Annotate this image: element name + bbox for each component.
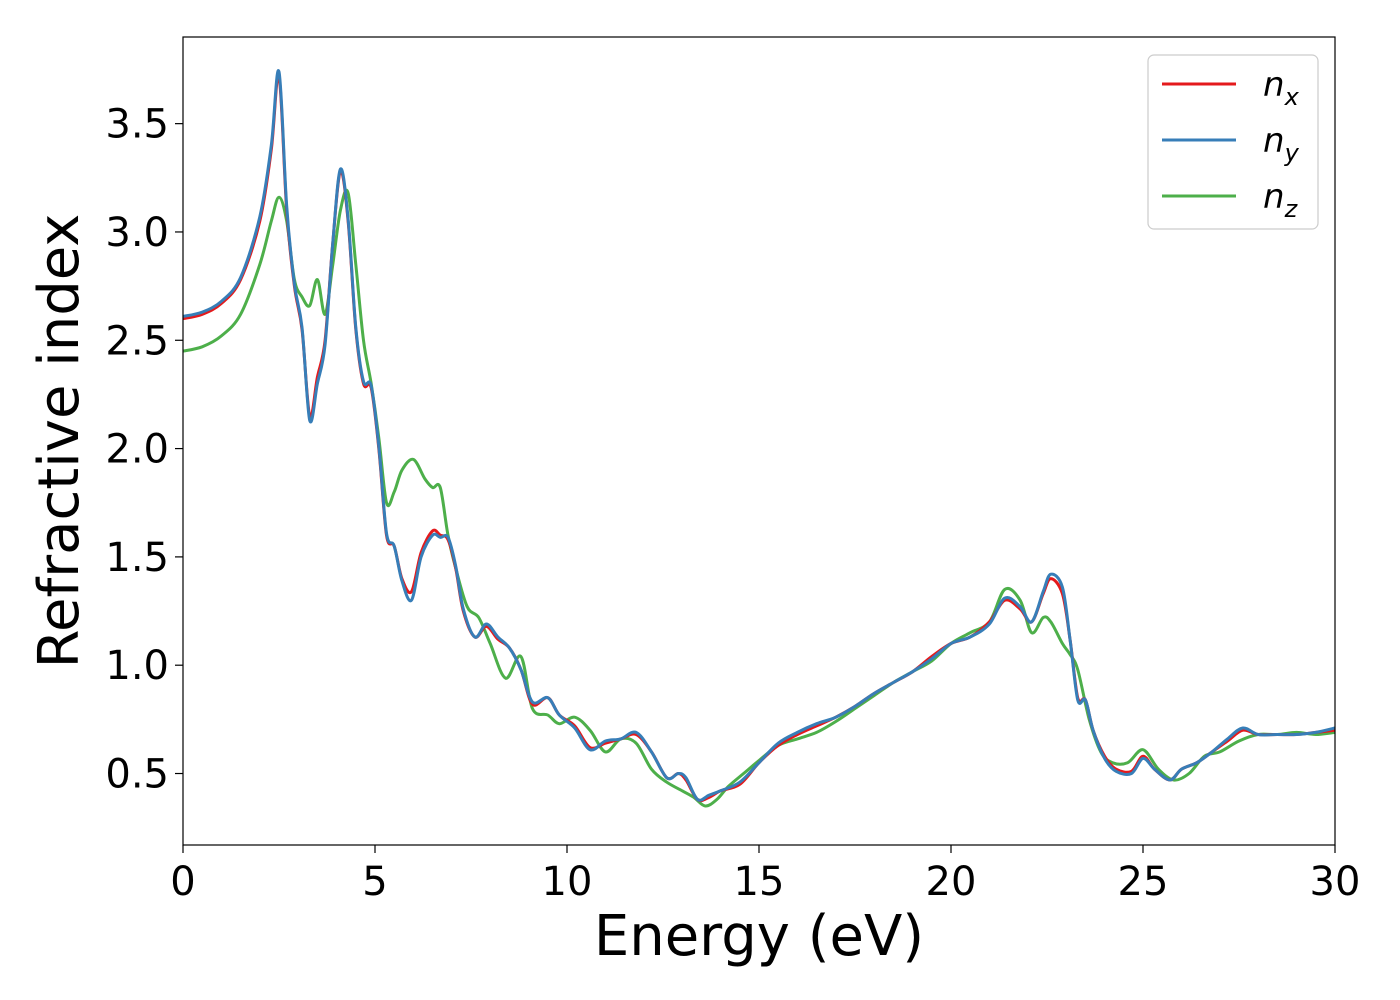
plot-lines bbox=[183, 69, 1335, 808]
legend-label-x: nx bbox=[1263, 65, 1300, 111]
x-axis-label: Energy (eV) bbox=[594, 904, 924, 969]
x-tick-label: 30 bbox=[1310, 859, 1361, 905]
y-tick-label: 3.0 bbox=[105, 210, 169, 256]
series-line-z bbox=[183, 188, 1335, 808]
y-tick-label: 2.5 bbox=[105, 318, 169, 364]
x-tick-label: 0 bbox=[170, 859, 195, 905]
y-tick-label: 1.0 bbox=[105, 643, 169, 689]
legend-label-z: nz bbox=[1263, 177, 1299, 223]
y-tick-label: 2.0 bbox=[105, 427, 169, 473]
legend-box bbox=[1147, 54, 1319, 230]
y-axis-label: Refractive index bbox=[27, 214, 92, 669]
series-line-y bbox=[183, 69, 1335, 802]
x-tick-label: 20 bbox=[926, 859, 977, 905]
x-tick-label: 15 bbox=[734, 859, 785, 905]
x-axis-ticks: 0 5 10 15 20 25 30 bbox=[170, 845, 1360, 905]
x-tick-label: 5 bbox=[362, 859, 387, 905]
y-axis-ticks: 0.5 1.0 1.5 2.0 2.5 3.0 3.5 bbox=[105, 102, 183, 798]
y-tick-label: 0.5 bbox=[105, 752, 169, 798]
x-tick-label: 25 bbox=[1118, 859, 1169, 905]
y-tick-label: 1.5 bbox=[105, 535, 169, 581]
x-tick-label: 10 bbox=[542, 859, 593, 905]
legend: nx ny nz bbox=[1147, 54, 1319, 230]
y-tick-label: 3.5 bbox=[105, 102, 169, 148]
legend-label-y: ny bbox=[1263, 121, 1300, 167]
